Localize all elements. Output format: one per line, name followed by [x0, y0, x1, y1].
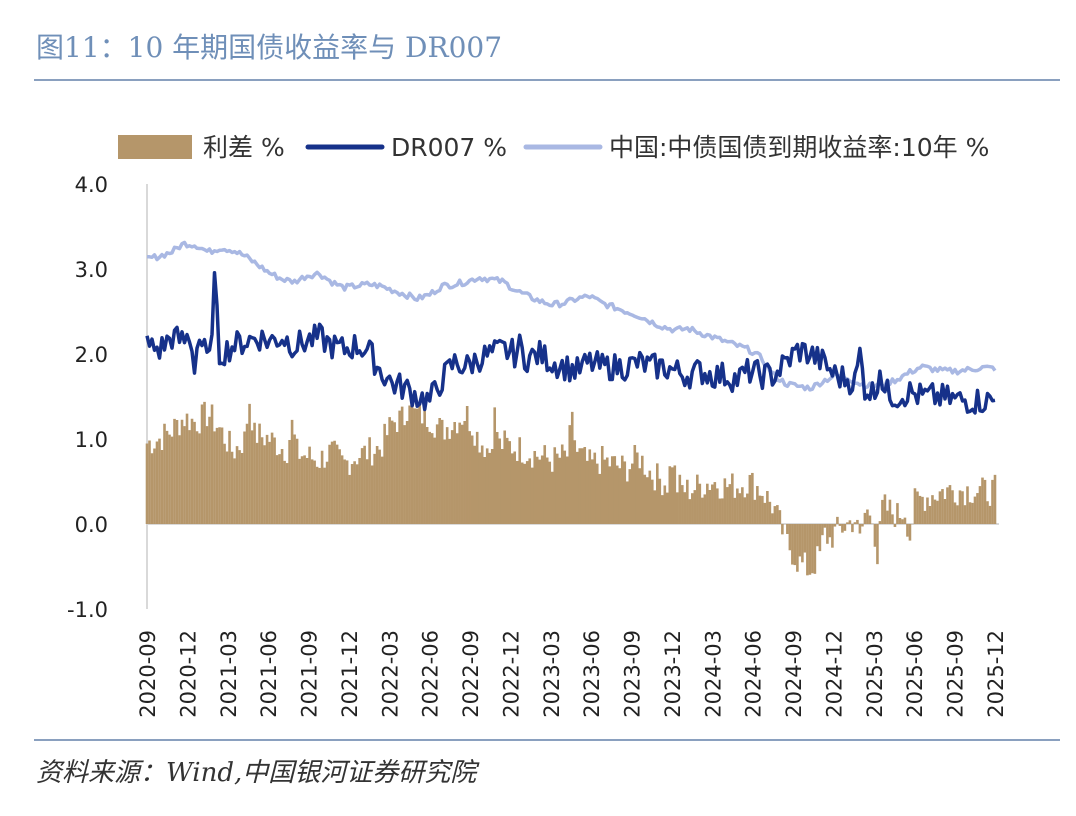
- title-divider: [34, 79, 1060, 81]
- x-tick-label: 2024-06: [742, 630, 766, 718]
- legend-label-dr007: DR007 %: [391, 133, 507, 162]
- y-tick-label: 0.0: [75, 513, 108, 537]
- y-tick-label: 1.0: [75, 428, 108, 452]
- x-tick-label: 2025-06: [903, 630, 927, 718]
- y-axis: 4.0 3.0 2.0 1.0 0.0 -1.0: [67, 173, 999, 622]
- footer-divider: [34, 739, 1060, 741]
- legend: 利差 % DR007 % 中国:中债国债到期收益率:10年 %: [118, 133, 989, 162]
- spread-area-layer: [145, 398, 997, 576]
- y-tick-label: 3.0: [75, 258, 108, 282]
- x-axis: 2020-09 2020-12 2021-03 2021-06 2021-09 2021-…: [136, 630, 1008, 718]
- legend-label-10y-yield: 中国:中债国债到期收益率:10年 %: [609, 133, 989, 162]
- y-tick-label: 2.0: [75, 343, 108, 367]
- x-tick-label: 2021-09: [298, 630, 322, 718]
- page-title: 图11：10 年期国债收益率与 DR007: [36, 31, 503, 64]
- y-tick-label: 4.0: [75, 173, 108, 197]
- x-tick-label: 2021-06: [257, 630, 281, 718]
- x-tick-label: 2022-06: [419, 630, 443, 718]
- x-tick-label: 2024-12: [822, 630, 846, 718]
- x-tick-label: 2020-12: [176, 630, 200, 718]
- source-note: 资料来源：Wind,中国银河证券研究院: [36, 758, 477, 788]
- x-tick-label: 2021-12: [338, 630, 362, 718]
- legend-label-spread: 利差 %: [203, 133, 285, 162]
- x-tick-label: 2023-03: [540, 630, 564, 718]
- x-tick-label: 2022-03: [378, 630, 402, 718]
- x-tick-label: 2024-03: [701, 630, 725, 718]
- x-tick-label: 2023-06: [580, 630, 604, 718]
- legend-swatch-spread: [118, 135, 192, 159]
- x-tick-label: 2025-03: [863, 630, 887, 718]
- x-tick-label: 2023-09: [621, 630, 645, 718]
- line-layer: [145, 240, 997, 415]
- x-tick-label: 2024-09: [782, 630, 806, 718]
- x-tick-label: 2023-12: [661, 630, 685, 718]
- x-tick-label: 2022-12: [499, 630, 523, 718]
- x-tick-label: 2025-09: [944, 630, 968, 718]
- x-tick-label: 2020-09: [136, 630, 160, 718]
- x-tick-label: 2022-09: [459, 630, 483, 718]
- x-tick-label: 2021-03: [217, 630, 241, 718]
- y-tick-label: -1.0: [67, 598, 108, 622]
- series-dr007-line: [145, 270, 996, 415]
- x-tick-label: 2025-12: [984, 630, 1008, 718]
